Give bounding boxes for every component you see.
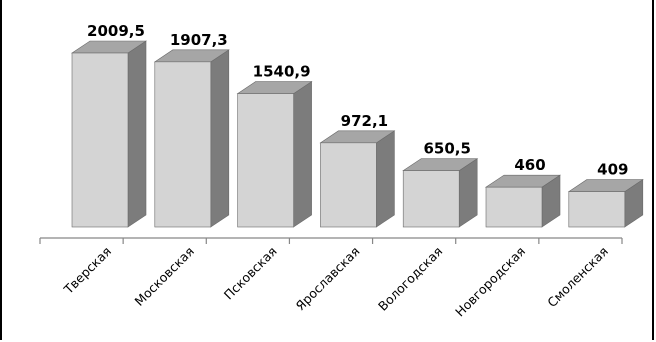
bar-side-face [376, 130, 395, 228]
bar-side-face [293, 81, 312, 228]
x-axis-ticks [39, 238, 623, 244]
category-label: Ярославская [293, 244, 363, 314]
bar-side-face [210, 49, 230, 228]
category-label: Московская [132, 244, 197, 309]
category-label: Тверская [60, 244, 114, 298]
value-label: 650,5 [423, 140, 470, 158]
value-label: 409 [597, 161, 628, 179]
bar-front-face [568, 191, 626, 228]
bar-2 [153, 49, 230, 228]
bar-side-face [127, 40, 147, 228]
category-label: Псковская [221, 244, 280, 303]
value-labels-group: 2009,5 1907,3 1540,9 972,1 650,5 460 409 [87, 22, 628, 179]
bar-front-face [71, 52, 129, 228]
bar-front-face [485, 186, 543, 228]
bar-front-face [154, 61, 212, 228]
category-label: Вологодская [375, 244, 445, 314]
value-label: 1540,9 [253, 63, 311, 81]
bar-5 [402, 158, 479, 228]
value-label: 972,1 [341, 112, 388, 130]
value-label: 2009,5 [87, 22, 145, 40]
value-label: 460 [514, 156, 545, 174]
category-label: Смоленская [544, 244, 611, 311]
value-label: 1907,3 [170, 31, 228, 49]
bar-front-face [320, 142, 377, 228]
bar-front-face [402, 170, 460, 228]
category-label: Новгородская [452, 244, 528, 320]
bars-group [71, 40, 644, 228]
bar-3 [236, 81, 313, 228]
category-labels-group: Тверская Московская Псковская Ярославская Во… [60, 244, 611, 320]
bar-7 [567, 179, 644, 228]
bar-1 [71, 40, 147, 228]
bar-6 [485, 174, 561, 228]
bar-4 [319, 130, 396, 228]
bar-front-face [237, 93, 294, 228]
